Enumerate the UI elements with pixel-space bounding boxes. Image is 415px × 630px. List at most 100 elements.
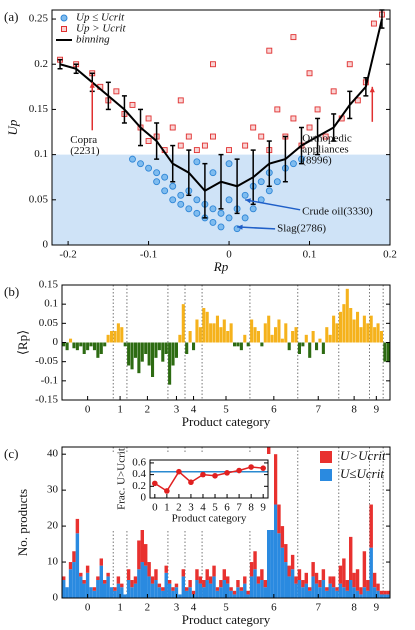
bar-segment [352, 587, 356, 598]
bar-segment [130, 580, 134, 588]
bar-segment [140, 562, 144, 598]
bar-segment [383, 590, 387, 595]
bar-segment [294, 583, 298, 598]
point [370, 20, 377, 27]
point [188, 479, 194, 486]
bar-segment [386, 590, 390, 595]
bar [161, 342, 165, 362]
point [248, 464, 254, 470]
bar [369, 315, 373, 343]
x-tick-label: 2 [145, 404, 151, 416]
bar-segment [208, 583, 213, 598]
bar-segment [331, 587, 336, 598]
bar-segment [260, 569, 264, 581]
bar-segment [280, 526, 285, 548]
bar [246, 342, 250, 347]
bar-segment [297, 569, 302, 581]
bar-segment [150, 583, 155, 598]
bar [96, 342, 100, 358]
bar-segment [154, 569, 158, 581]
bar-segment [157, 587, 162, 598]
y-tick-label: 0 [141, 492, 147, 504]
bar [144, 342, 148, 354]
x-tick-label: 9 [374, 404, 380, 416]
bar-segment [120, 583, 124, 588]
bar-segment [161, 590, 165, 598]
arrow-head [237, 224, 243, 230]
bar-segment [113, 590, 117, 598]
bar [321, 342, 325, 354]
point [241, 191, 249, 199]
point [306, 124, 313, 131]
bar [366, 323, 370, 343]
annotation-arrow [237, 226, 276, 230]
bar [147, 342, 151, 366]
x-tick-label: 0.2 [383, 249, 397, 261]
bar-segment [123, 594, 127, 598]
bar-segment [99, 558, 103, 566]
bar [154, 342, 158, 358]
bar-segment [290, 554, 295, 570]
bar [72, 342, 76, 349]
bar-segment [164, 572, 168, 598]
bar-segment [352, 572, 356, 588]
bar [356, 311, 360, 343]
bar [168, 342, 172, 385]
y-tick-label: 10 [47, 556, 59, 568]
point [209, 218, 217, 226]
bar [274, 327, 278, 343]
bar [219, 327, 223, 343]
x-tick-label: 3 [174, 404, 180, 416]
bar-segment [226, 576, 230, 584]
bar [86, 342, 90, 351]
legend-label: binning [76, 34, 110, 46]
bar-segment [68, 562, 73, 570]
bar [137, 342, 141, 374]
bar-segment [226, 583, 230, 598]
annotation: Crude oil(3330) [302, 205, 373, 217]
bar-segment [154, 580, 158, 598]
bar-segment [345, 580, 349, 591]
bar [178, 334, 182, 343]
bar-segment [133, 583, 138, 598]
x-tick-label: 5 [223, 404, 229, 416]
y-tick-label: 0.1 [34, 148, 48, 160]
bar [103, 342, 107, 347]
bar-segment [198, 576, 203, 584]
bar [373, 327, 377, 343]
bar-segment [349, 580, 353, 598]
bar-segment [301, 580, 305, 588]
bar-segment [198, 583, 203, 598]
bar-segment [328, 583, 332, 598]
point [330, 88, 337, 95]
point [161, 187, 169, 195]
point [185, 205, 193, 213]
bar-segment [366, 580, 370, 591]
point [241, 214, 249, 222]
bar-segment [62, 580, 66, 598]
point [193, 209, 201, 217]
y-tick-label: 0 [53, 336, 59, 348]
point [129, 155, 136, 163]
bar-segment [205, 580, 209, 598]
point [193, 196, 201, 204]
bar-segment [372, 572, 377, 588]
bar-segment [222, 580, 226, 598]
bar-segment [376, 583, 380, 591]
annotation: Orthopedic [302, 132, 352, 144]
bar-segment [72, 551, 76, 563]
bar-segment [366, 590, 370, 598]
x-tick-label: 6 [271, 602, 277, 614]
x-tick-label: 2 [176, 502, 182, 514]
bar-segment [284, 544, 288, 563]
bar-segment [167, 583, 172, 598]
bar [181, 304, 185, 343]
bar-segment [191, 590, 196, 595]
bar-segment [297, 580, 302, 598]
bar [127, 342, 131, 366]
bar-segment [345, 590, 349, 598]
bar [256, 331, 260, 343]
y-tick-label: 20 [47, 520, 59, 532]
bar [277, 319, 281, 343]
point [266, 47, 273, 54]
